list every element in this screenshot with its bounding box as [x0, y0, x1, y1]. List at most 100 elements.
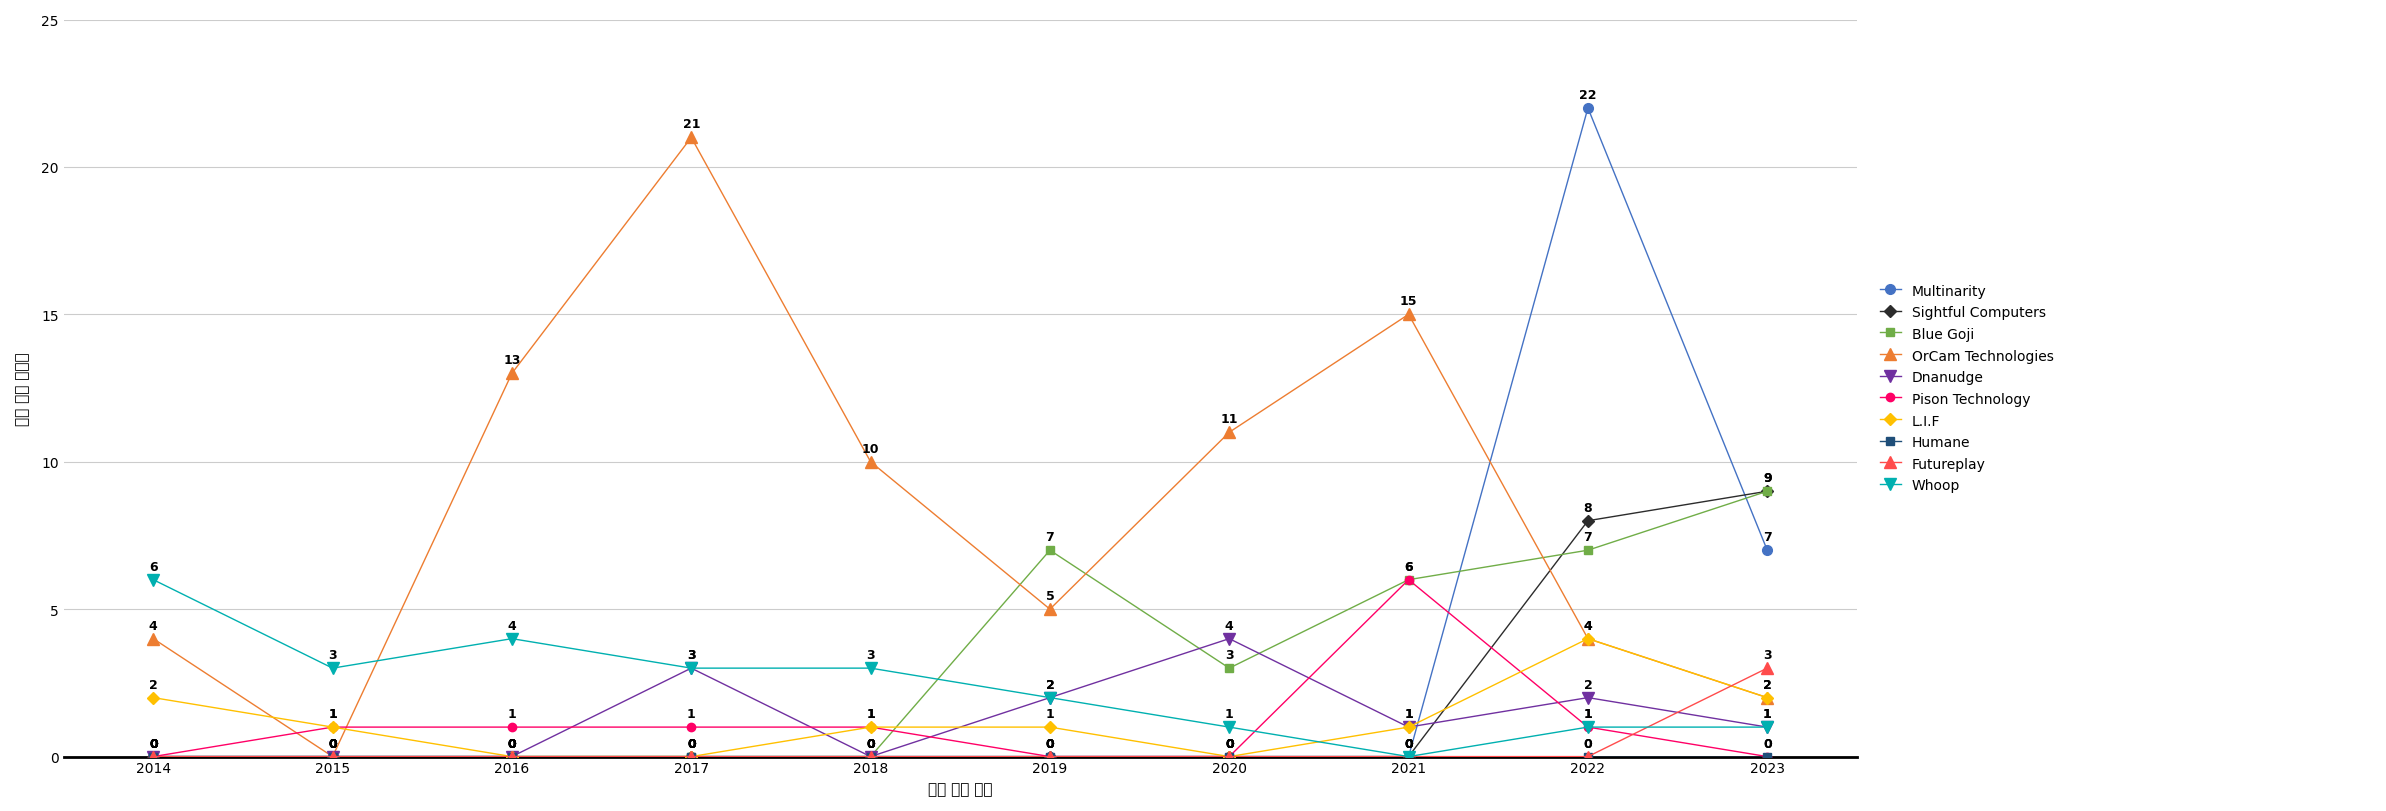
- Text: 4: 4: [1584, 619, 1591, 632]
- Text: 0: 0: [1763, 736, 1773, 749]
- Sightful Computers: [1214, 752, 1243, 762]
- Text: 1: 1: [1763, 707, 1773, 720]
- Whoop: [857, 663, 885, 673]
- Text: 0: 0: [148, 736, 157, 749]
- L.I.F: [678, 752, 706, 762]
- Multinarity: [1214, 752, 1243, 762]
- Whoop: [1036, 693, 1064, 702]
- Text: 0: 0: [866, 736, 876, 749]
- Text: 0: 0: [1405, 736, 1413, 749]
- L.I.F: [499, 752, 527, 762]
- Whoop: [138, 575, 167, 585]
- Text: 13: 13: [503, 354, 520, 367]
- Text: 9: 9: [1763, 472, 1770, 485]
- Futureplay: [1754, 663, 1782, 673]
- Humane: [499, 752, 527, 762]
- Text: 0: 0: [687, 736, 697, 749]
- Text: 2: 2: [1584, 678, 1591, 691]
- Text: 7: 7: [1763, 530, 1773, 543]
- Dnanudge: [1393, 723, 1422, 732]
- Dnanudge: [1214, 634, 1243, 644]
- OrCam Technologies: [317, 752, 346, 762]
- Text: 0: 0: [1405, 736, 1413, 749]
- Sightful Computers: [138, 752, 167, 762]
- Text: 0: 0: [866, 736, 876, 749]
- Text: 0: 0: [329, 736, 336, 749]
- Text: 2: 2: [1045, 678, 1055, 691]
- Text: 0: 0: [687, 736, 697, 749]
- Text: 0: 0: [1405, 736, 1413, 749]
- Blue Goji: [678, 752, 706, 762]
- Blue Goji: [499, 752, 527, 762]
- Blue Goji: [138, 752, 167, 762]
- Humane: [1036, 752, 1064, 762]
- Pison Technology: [857, 723, 885, 732]
- Text: 0: 0: [866, 736, 876, 749]
- Sightful Computers: [1754, 487, 1782, 496]
- Text: 0: 0: [508, 736, 515, 749]
- Text: 2: 2: [1763, 678, 1773, 691]
- Dnanudge: [1036, 693, 1064, 702]
- Text: 1: 1: [1584, 707, 1591, 720]
- Dnanudge: [499, 752, 527, 762]
- Whoop: [678, 663, 706, 673]
- Sightful Computers: [1036, 752, 1064, 762]
- Blue Goji: [317, 752, 346, 762]
- Text: 0: 0: [687, 736, 697, 749]
- Text: 0: 0: [148, 736, 157, 749]
- OrCam Technologies: [499, 369, 527, 379]
- Pison Technology: [1754, 752, 1782, 762]
- Text: 3: 3: [687, 648, 697, 662]
- Line: L.I.F: L.I.F: [148, 635, 1770, 761]
- Text: 1: 1: [1045, 707, 1055, 720]
- L.I.F: [1393, 723, 1422, 732]
- Text: 1: 1: [1405, 707, 1413, 720]
- Line: Sightful Computers: Sightful Computers: [148, 487, 1770, 761]
- Multinarity: [1754, 546, 1782, 556]
- Text: 6: 6: [1405, 560, 1413, 573]
- Text: 0: 0: [687, 736, 697, 749]
- Text: 3: 3: [329, 648, 336, 662]
- Multinarity: [857, 752, 885, 762]
- Pison Technology: [138, 752, 167, 762]
- Text: 0: 0: [687, 736, 697, 749]
- Blue Goji: [1754, 487, 1782, 496]
- Dnanudge: [317, 752, 346, 762]
- Dnanudge: [138, 752, 167, 762]
- Text: 0: 0: [329, 736, 336, 749]
- Text: 4: 4: [148, 619, 157, 632]
- Text: 3: 3: [1224, 648, 1234, 662]
- L.I.F: [1754, 693, 1782, 702]
- Text: 0: 0: [508, 736, 515, 749]
- Futureplay: [138, 752, 167, 762]
- Text: 4: 4: [1584, 619, 1591, 632]
- OrCam Technologies: [1575, 634, 1603, 644]
- Sightful Computers: [857, 752, 885, 762]
- Text: 2: 2: [1763, 678, 1773, 691]
- Text: 0: 0: [1045, 736, 1055, 749]
- X-axis label: 특허 발행 연도: 특허 발행 연도: [928, 781, 993, 796]
- Text: 0: 0: [508, 736, 515, 749]
- Text: 0: 0: [1045, 736, 1055, 749]
- Text: 0: 0: [1584, 736, 1591, 749]
- Line: Dnanudge: Dnanudge: [148, 633, 1773, 762]
- Text: 1: 1: [1405, 707, 1413, 720]
- OrCam Technologies: [138, 634, 167, 644]
- Text: 1: 1: [687, 707, 697, 720]
- Multinarity: [138, 752, 167, 762]
- Text: 0: 0: [1405, 736, 1413, 749]
- Text: 8: 8: [1584, 501, 1591, 514]
- Sightful Computers: [678, 752, 706, 762]
- Line: Blue Goji: Blue Goji: [148, 487, 1770, 761]
- Text: 1: 1: [1584, 707, 1591, 720]
- Sightful Computers: [1575, 517, 1603, 526]
- L.I.F: [317, 723, 346, 732]
- Multinarity: [1393, 752, 1422, 762]
- Text: 1: 1: [329, 707, 336, 720]
- Humane: [857, 752, 885, 762]
- Text: 0: 0: [148, 736, 157, 749]
- Text: 0: 0: [866, 736, 876, 749]
- OrCam Technologies: [678, 133, 706, 143]
- Text: 11: 11: [1222, 413, 1238, 426]
- Text: 0: 0: [1224, 736, 1234, 749]
